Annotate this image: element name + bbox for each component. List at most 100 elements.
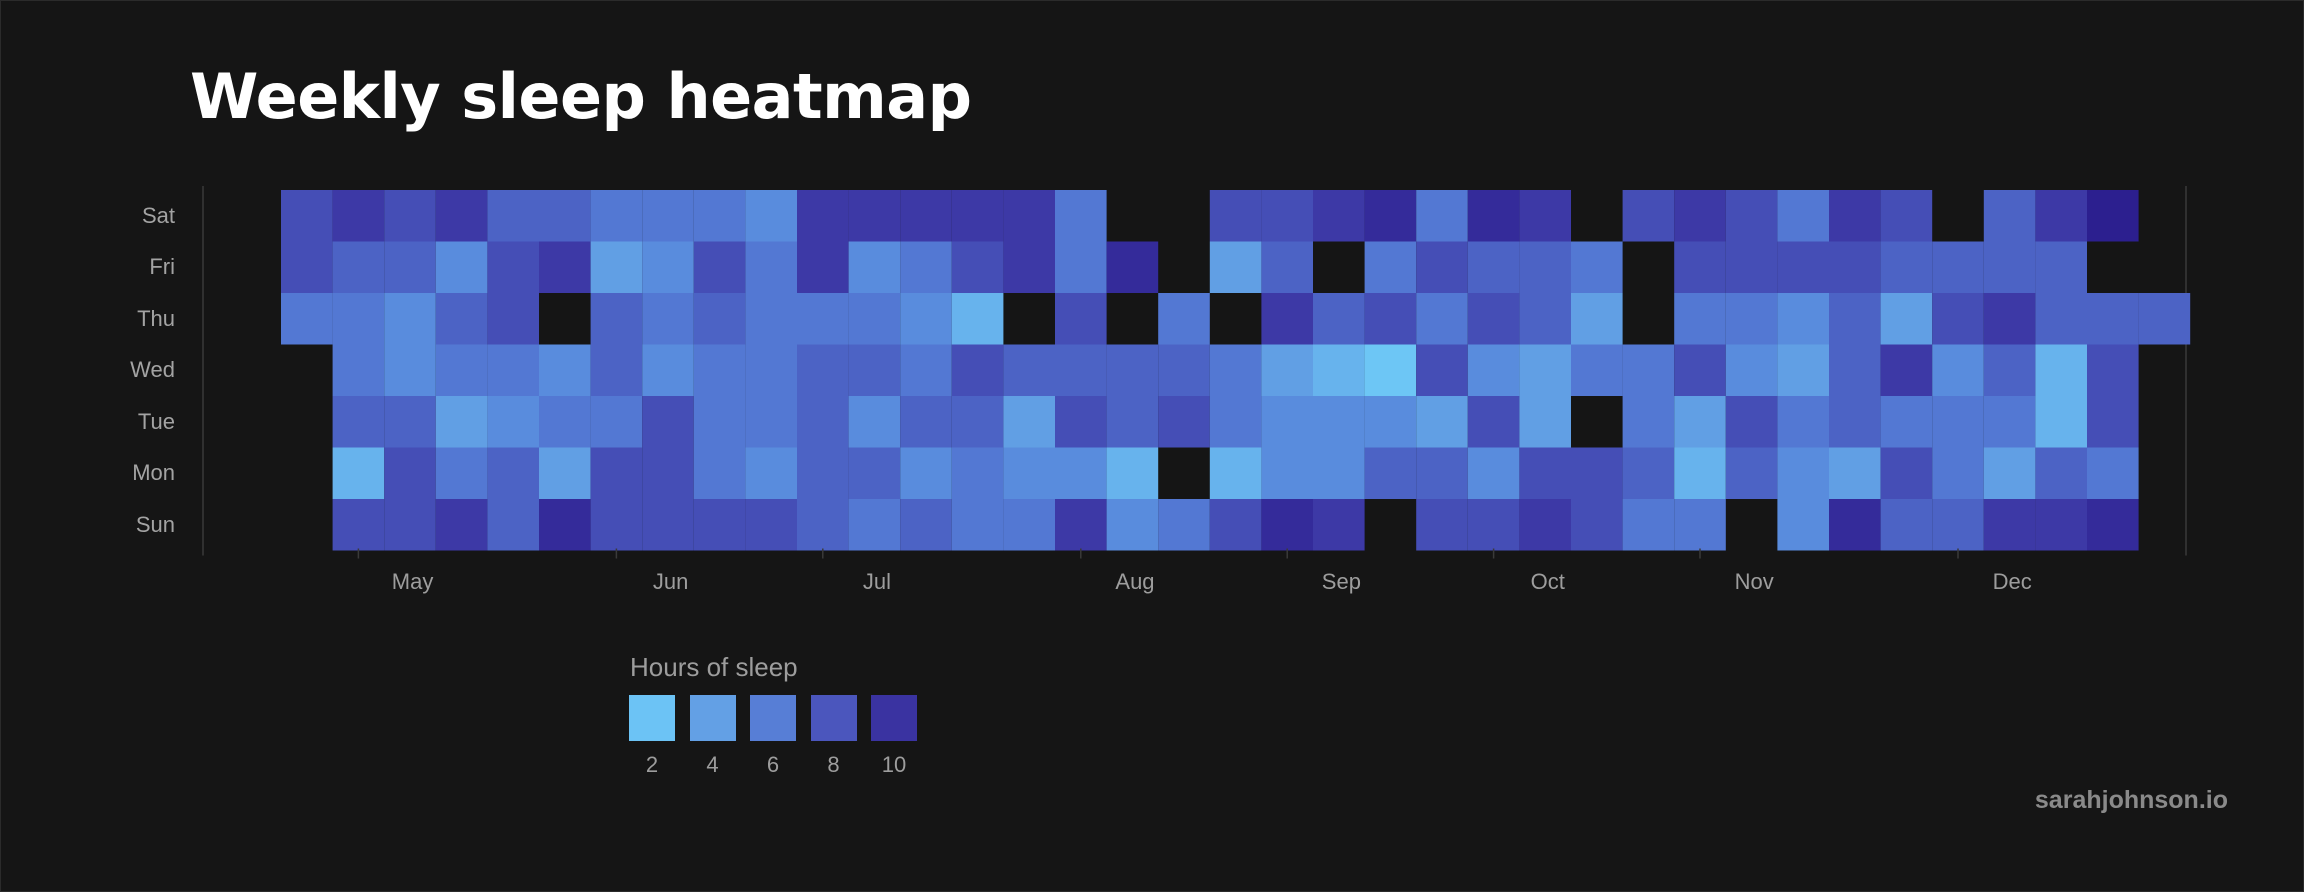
chart-title: Weekly sleep heatmap [190, 60, 972, 133]
heatmap-cell [951, 190, 1004, 242]
day-label: Wed [130, 357, 175, 383]
heatmap-cell [797, 241, 849, 293]
heatmap-cell [539, 447, 591, 499]
heatmap-cell [590, 396, 643, 448]
heatmap-cell [1829, 241, 1881, 293]
heatmap-cell [1364, 241, 1417, 293]
heatmap-cell [1571, 447, 1623, 499]
heatmap-cell [539, 396, 591, 448]
heatmap-cell [693, 190, 746, 242]
heatmap-cell [435, 396, 488, 448]
heatmap-cell [1416, 293, 1468, 345]
heatmap-cell [384, 396, 436, 448]
heatmap-cell [1106, 499, 1159, 551]
heatmap-cell [1416, 190, 1468, 242]
heatmap-cell [1725, 447, 1778, 499]
heatmap-cell [1932, 447, 1984, 499]
heatmap-cell [1674, 344, 1726, 396]
heatmap-cell [1983, 190, 2036, 242]
heatmap-cell [1364, 344, 1417, 396]
heatmap-cell [797, 447, 849, 499]
heatmap-cell [1209, 344, 1262, 396]
heatmap-cell [1829, 396, 1881, 448]
month-label: Nov [1734, 568, 1774, 594]
heatmap-cell [1003, 190, 1055, 242]
heatmap-cell [1364, 396, 1417, 448]
heatmap-cell [1571, 293, 1623, 345]
heatmap-cell [1313, 396, 1365, 448]
heatmap-cell [590, 447, 643, 499]
heatmap-cell [1777, 241, 1829, 293]
heatmap-cell [590, 241, 643, 293]
heatmap-cell [1467, 293, 1520, 345]
heatmap-cell [1261, 396, 1313, 448]
heatmap-cell [1313, 190, 1365, 242]
heatmap-cell [642, 344, 694, 396]
heatmap-cell [1519, 344, 1571, 396]
heatmap-cell [1055, 241, 1107, 293]
heatmap-cell [2087, 447, 2139, 499]
heatmap-cell [642, 293, 694, 345]
heatmap-cell [1313, 344, 1365, 396]
heatmap-cell [1571, 344, 1623, 396]
heatmap-cell [332, 499, 385, 551]
heatmap-cell [1055, 344, 1107, 396]
heatmap-cell [900, 293, 952, 345]
heatmap-cell [1209, 190, 1262, 242]
heatmap-cell [848, 396, 901, 448]
heatmap-cell [1622, 396, 1675, 448]
heatmap-cell [900, 190, 952, 242]
heatmap-cell [2087, 344, 2139, 396]
heatmap-cell [951, 344, 1004, 396]
heatmap-cell [642, 190, 694, 242]
heatmap-cell [1932, 241, 1984, 293]
heatmap-cell [1829, 293, 1881, 345]
heatmap-cell [1725, 241, 1778, 293]
heatmap-cell [1158, 293, 1210, 345]
heatmap-cell [1209, 447, 1262, 499]
heatmap-cell [384, 447, 436, 499]
heatmap-cell [1106, 396, 1159, 448]
heatmap-cell [1158, 396, 1210, 448]
heatmap-cell [1829, 447, 1881, 499]
heatmap-cell [1674, 241, 1726, 293]
heatmap-cell [1106, 344, 1159, 396]
heatmap-cell [1467, 190, 1520, 242]
heatmap-cell [1932, 499, 1984, 551]
heatmap-cell [1777, 396, 1829, 448]
heatmap-cell [539, 241, 591, 293]
heatmap-cell [745, 241, 797, 293]
month-label: Oct [1530, 568, 1565, 594]
month-label: Dec [1992, 568, 2032, 594]
heatmap-cell [435, 499, 488, 551]
heatmap-cell [1209, 396, 1262, 448]
heatmap-cell [745, 396, 797, 448]
day-label: Mon [132, 460, 175, 486]
heatmap-cell [1416, 344, 1468, 396]
heatmap-cell [281, 190, 333, 242]
heatmap-cell [2087, 190, 2139, 242]
heatmap-cell [1313, 499, 1365, 551]
heatmap-cell [2087, 396, 2139, 448]
heatmap-cell [693, 396, 746, 448]
heatmap-cell [1519, 499, 1571, 551]
legend-swatch [629, 695, 675, 741]
heatmap-cell [1880, 447, 1933, 499]
heatmap-cell [1932, 344, 1984, 396]
legend-swatch [689, 695, 736, 741]
heatmap-cell [332, 396, 385, 448]
heatmap-cell [1106, 447, 1159, 499]
heatmap-cell [1209, 499, 1262, 551]
legend-swatch [810, 695, 857, 741]
heatmap-cell [384, 499, 436, 551]
heatmap-cell [1829, 190, 1881, 242]
heatmap-cell [1364, 447, 1417, 499]
heatmap-cell [332, 344, 385, 396]
heatmap-cell [1106, 241, 1159, 293]
heatmap-cell [384, 344, 436, 396]
heatmap-cell [642, 396, 694, 448]
heatmap-cell [1674, 447, 1726, 499]
heatmap-cell [435, 241, 488, 293]
heatmap-cell [2035, 396, 2087, 448]
heatmap-cell [590, 190, 643, 242]
